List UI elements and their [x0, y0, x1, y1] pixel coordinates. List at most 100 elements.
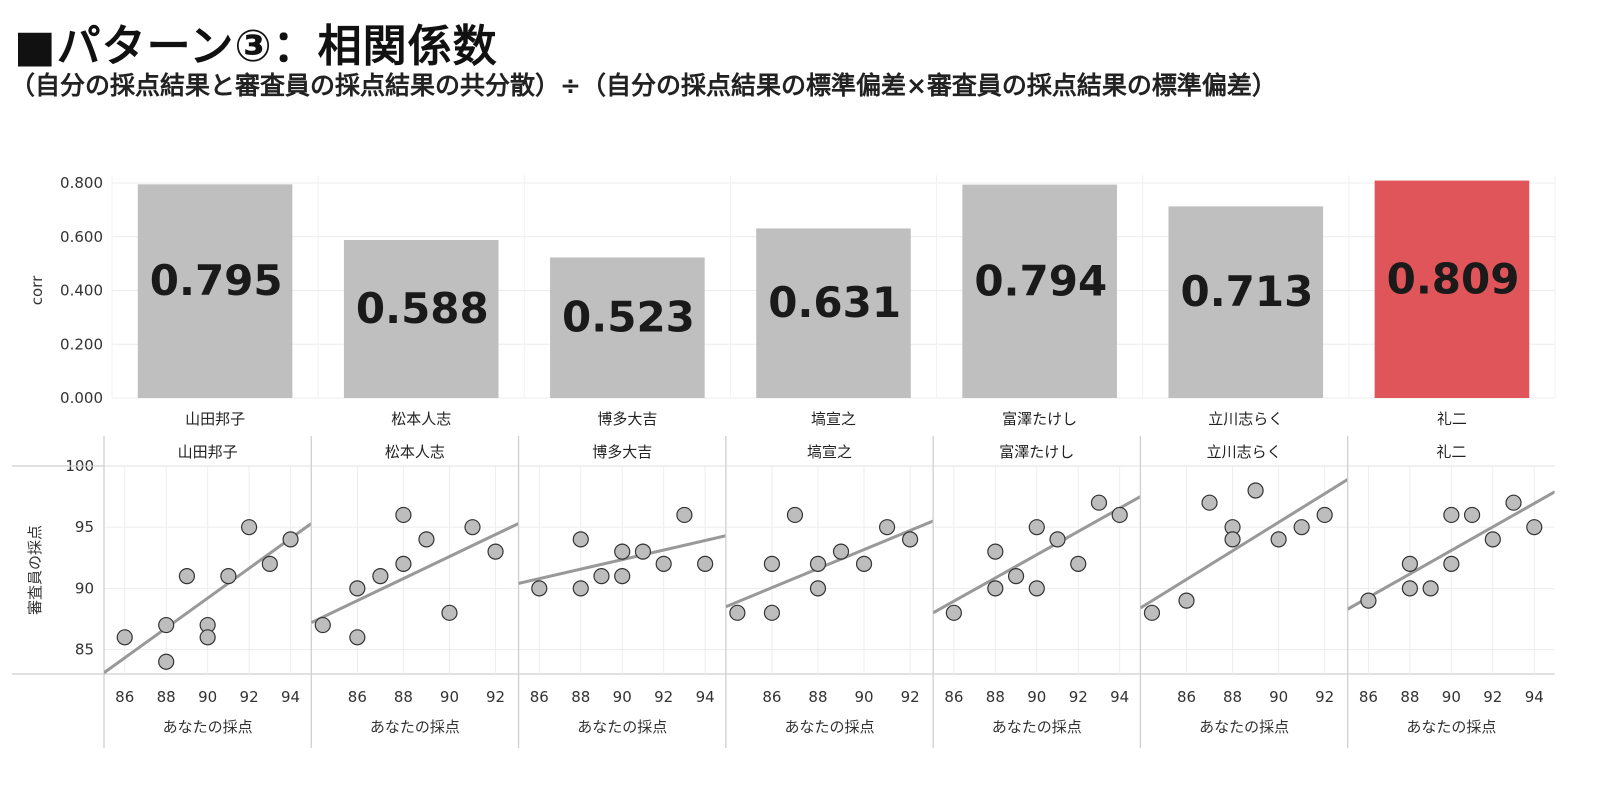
- facet-point: [1316, 506, 1333, 524]
- facet-x-tick-label: 94: [281, 688, 300, 706]
- facet-point: [572, 580, 589, 597]
- scatter-y-axis-label: 審査員の採点: [26, 525, 44, 615]
- facet-x-tick-label: 88: [986, 688, 1005, 706]
- facet-point: [116, 629, 133, 646]
- facet-point: [1463, 506, 1481, 524]
- bar-chart: 0.000 0.200 0.400 0.600 0.800 corr 0.795 山田邦子 0.…: [28, 174, 1556, 428]
- facet-x-axis-label: あなたの採点: [992, 718, 1082, 736]
- bar-y-tick-label: 0.800: [60, 174, 103, 192]
- facet-x-tick-label: 92: [1069, 688, 1088, 706]
- facet-point: [987, 543, 1004, 560]
- facet-strip-label: 礼二: [1436, 443, 1466, 461]
- facet-x-tick-label: 86: [348, 688, 367, 706]
- facet-x-axis-label: あなたの採点: [784, 718, 874, 736]
- facet-point: [487, 543, 504, 560]
- facet-strip-label: 山田邦子: [178, 443, 238, 461]
- facet-point: [1293, 519, 1310, 536]
- facet-point: [395, 555, 412, 572]
- facet-point: [878, 519, 896, 536]
- bar-category-label: 富澤たけし: [1002, 410, 1077, 428]
- facet-point: [1049, 531, 1066, 548]
- facet-x-tick-label: 90: [1269, 688, 1288, 706]
- bar-data-label: 0.588: [356, 284, 489, 333]
- facet-strip-label: 博多大吉: [592, 443, 652, 461]
- facet-point: [349, 580, 366, 597]
- bar-category-label: 松本人志: [391, 410, 451, 428]
- facet-point: [809, 580, 827, 597]
- facet-x-tick-label: 92: [654, 688, 673, 706]
- facet-point: [395, 506, 412, 524]
- facet-x-tick-label: 88: [1400, 688, 1419, 706]
- facet-x-tick-label: 94: [1525, 688, 1544, 706]
- facet-point: [178, 568, 196, 585]
- facet-point: [614, 543, 631, 560]
- facet-point: [945, 604, 962, 621]
- facet-x-tick-label: 86: [1177, 688, 1196, 706]
- scatter-y-tick-label: 90: [75, 579, 94, 597]
- facet-point: [220, 568, 237, 585]
- facet-point: [314, 616, 331, 634]
- facet-point: [729, 604, 746, 621]
- facet-point: [809, 555, 827, 572]
- facet-point: [786, 506, 804, 524]
- facet-point: [1484, 531, 1501, 548]
- bar-data-label: 0.631: [768, 278, 901, 327]
- facet-x-tick-label: 86: [944, 688, 963, 706]
- facet-point: [655, 555, 672, 572]
- facet-point: [1443, 555, 1460, 572]
- bar-category-label: 博多大吉: [597, 410, 657, 428]
- bar: [1168, 206, 1324, 398]
- facet-x-tick-label: 92: [240, 688, 259, 706]
- facet-x-axis-label: あなたの採点: [1199, 718, 1289, 736]
- facet-point: [1111, 506, 1128, 524]
- facet-trend-line: [933, 495, 1141, 615]
- bar-category-label: 山田邦子: [185, 410, 245, 428]
- facet-x-tick-label: 88: [394, 688, 413, 706]
- facet-x-tick-label: 88: [808, 688, 827, 706]
- facet-point: [1007, 568, 1025, 585]
- facet-point: [1526, 519, 1543, 536]
- facet-x-tick-label: 86: [530, 688, 549, 706]
- bar-data-label: 0.523: [562, 293, 695, 342]
- facet-point: [1270, 531, 1287, 548]
- facet-point: [1360, 592, 1377, 609]
- facet-point: [1028, 519, 1045, 536]
- bar: [962, 184, 1117, 398]
- bar-y-tick-label: 0.000: [60, 389, 103, 407]
- bar: [756, 228, 911, 398]
- facet-point: [676, 506, 693, 524]
- bar-data-label: 0.795: [150, 256, 283, 305]
- facet-x-axis-label: あなたの採点: [1406, 718, 1496, 736]
- facet-point: [832, 543, 850, 560]
- facet-x-tick-label: 92: [1315, 688, 1334, 706]
- bar-category-label: 礼二: [1437, 410, 1467, 428]
- facet-strip-label: 松本人志: [385, 443, 445, 461]
- facet-point: [763, 555, 781, 572]
- facet-point: [241, 519, 258, 536]
- facet-x-tick-label: 92: [1483, 688, 1502, 706]
- facet-point: [372, 568, 389, 585]
- page-title: ■パターン③：相関係数: [14, 21, 498, 72]
- facet-trend-line: [1347, 490, 1555, 611]
- facet-point: [855, 555, 873, 572]
- facet-point: [1143, 604, 1161, 621]
- facet-x-tick-label: 90: [440, 688, 459, 706]
- facet-point: [1443, 506, 1460, 524]
- facet-x-axis-label: あなたの採点: [577, 718, 667, 736]
- facet-x-axis-label: あなたの採点: [163, 718, 253, 736]
- facet-point: [1401, 555, 1419, 572]
- facet-point: [1178, 592, 1195, 609]
- facet-point: [531, 580, 548, 597]
- facet-x-tick-label: 92: [486, 688, 505, 706]
- facet-point: [987, 580, 1004, 597]
- facet-x-tick-label: 88: [1223, 688, 1242, 706]
- bar: [550, 257, 705, 398]
- facet-x-tick-label: 88: [157, 688, 176, 706]
- facet-point: [1201, 494, 1218, 511]
- bar-category-label: 塙宣之: [811, 410, 856, 428]
